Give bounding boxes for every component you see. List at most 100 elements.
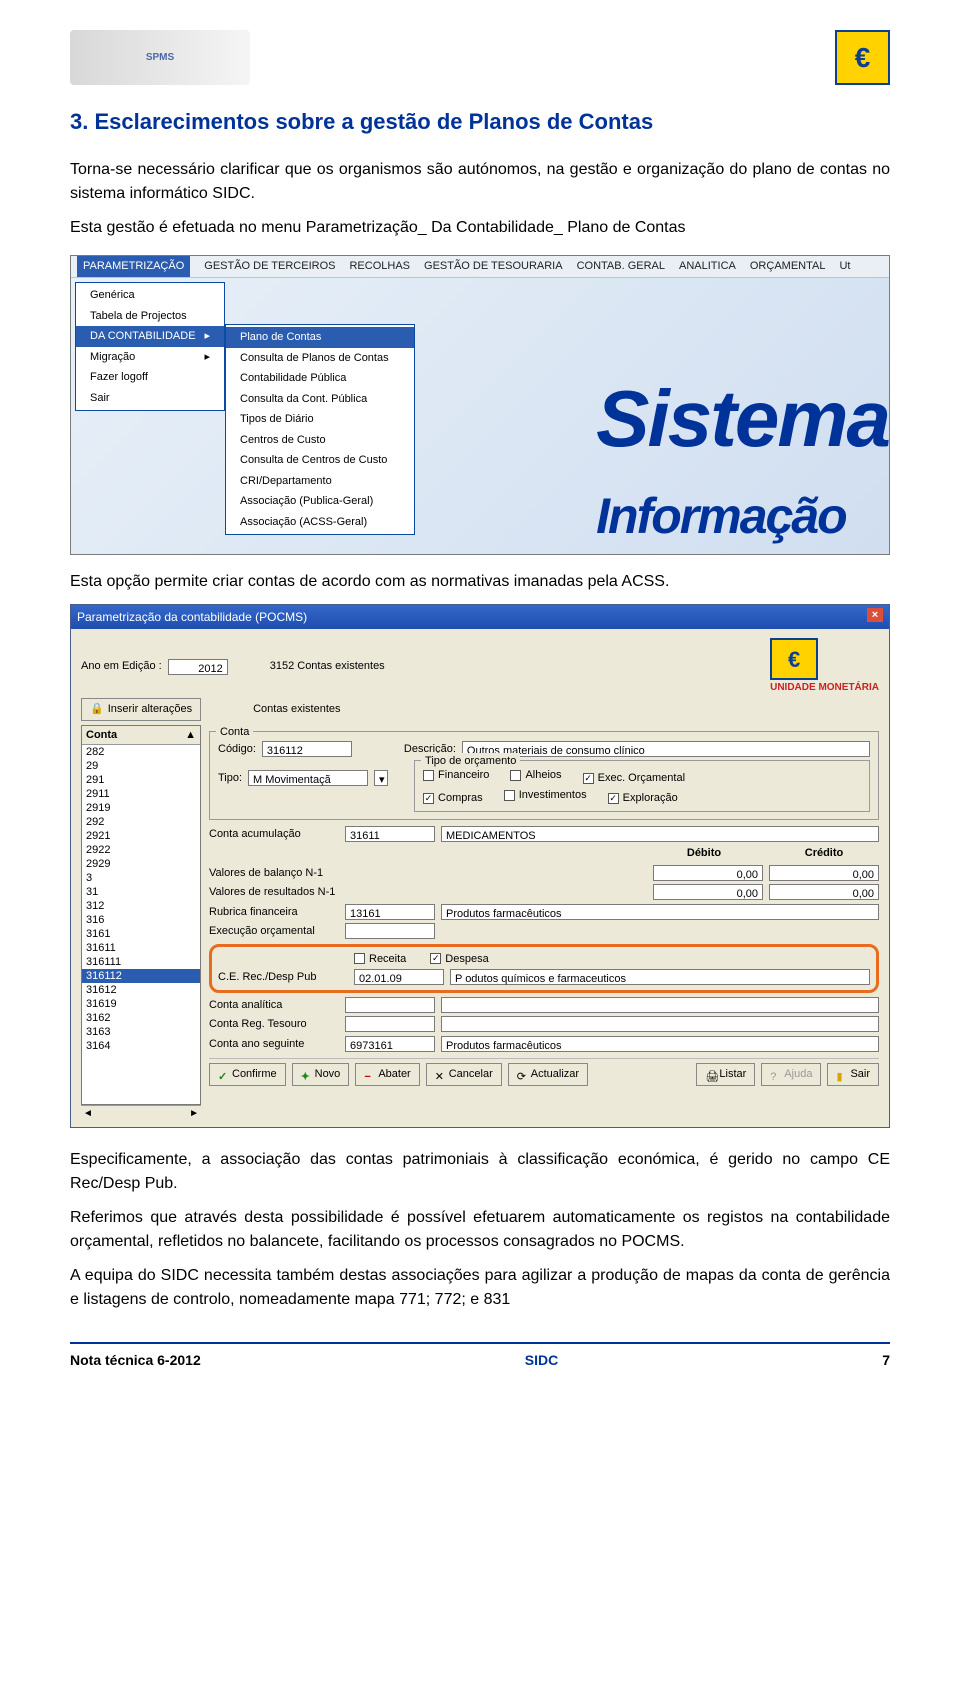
ano-label: Ano em Edição : bbox=[81, 658, 162, 675]
conta-list-item[interactable]: 3163 bbox=[82, 1025, 200, 1039]
conta-list-item[interactable]: 316112 bbox=[82, 969, 200, 983]
novo-button[interactable]: ✦Novo bbox=[292, 1063, 350, 1086]
abater-button[interactable]: −Abater bbox=[355, 1063, 419, 1086]
menu-item[interactable]: Genérica bbox=[76, 285, 224, 306]
footer-right: 7 bbox=[882, 1350, 890, 1371]
conta-list-item[interactable]: 2911 bbox=[82, 787, 200, 801]
sidc-logo: € bbox=[835, 30, 890, 85]
chk-despesa[interactable]: ✓Despesa bbox=[430, 951, 488, 968]
conta-list-item[interactable]: 3161 bbox=[82, 927, 200, 941]
confirme-button[interactable]: ✓Confirme bbox=[209, 1063, 286, 1086]
val-balanco-credito[interactable]: 0,00 bbox=[769, 865, 879, 881]
menu-item[interactable]: Plano de Contas bbox=[226, 327, 414, 348]
topmenu-item[interactable]: GESTÃO DE TESOURARIA bbox=[424, 258, 563, 275]
conta-group: Conta Código: 316112 Descrição: Outros m… bbox=[209, 731, 879, 820]
chk-compras[interactable]: ✓Compras bbox=[423, 790, 483, 807]
exec-orc-input[interactable] bbox=[345, 923, 435, 939]
conta-list-item[interactable]: 29 bbox=[82, 759, 200, 773]
debit-credit-header: DébitoCrédito bbox=[649, 845, 879, 862]
conta-ano-seg-label: Conta ano seguinte bbox=[209, 1036, 339, 1053]
menu-item[interactable]: Associação (Publica-Geral) bbox=[226, 491, 414, 512]
actualizar-button[interactable]: ⟳Actualizar bbox=[508, 1063, 588, 1086]
val-resultados-label: Valores de resultados N-1 bbox=[209, 884, 339, 901]
chk-exploracao[interactable]: ✓Exploração bbox=[608, 790, 678, 807]
descricao-input[interactable]: Outros materiais de consumo clínico bbox=[462, 741, 870, 757]
conta-list-item[interactable]: 3162 bbox=[82, 1011, 200, 1025]
conta-analitica-label: Conta analítica bbox=[209, 997, 339, 1014]
listar-button[interactable]: 🖨Listar bbox=[696, 1063, 755, 1086]
conta-analitica-desc bbox=[441, 997, 879, 1013]
conta-acum-label: Conta acumulação bbox=[209, 826, 339, 843]
val-res-debito[interactable]: 0,00 bbox=[653, 884, 763, 900]
conta-list-item[interactable]: 31612 bbox=[82, 983, 200, 997]
page-header: SPMS € bbox=[70, 30, 890, 85]
codigo-input[interactable]: 316112 bbox=[262, 741, 352, 757]
conta-list-item[interactable]: 312 bbox=[82, 899, 200, 913]
conta-list-item[interactable]: 282 bbox=[82, 745, 200, 759]
conta-list-item[interactable]: 3 bbox=[82, 871, 200, 885]
conta-list-item[interactable]: 3164 bbox=[82, 1039, 200, 1053]
menu-item[interactable]: Consulta de Centros de Custo bbox=[226, 450, 414, 471]
chk-exec-orcamental[interactable]: ✓Exec. Orçamental bbox=[583, 770, 685, 787]
dropdown-icon[interactable]: ▾ bbox=[374, 770, 388, 786]
screenshot-form: Parametrização da contabilidade (POCMS) … bbox=[70, 604, 890, 1128]
menu-item[interactable]: Centros de Custo bbox=[226, 430, 414, 451]
ce-label: C.E. Rec./Desp Pub bbox=[218, 969, 348, 986]
conta-analitica-input[interactable] bbox=[345, 997, 435, 1013]
conta-reg-tesouro-label: Conta Reg. Tesouro bbox=[209, 1016, 339, 1033]
val-balanco-debito[interactable]: 0,00 bbox=[653, 865, 763, 881]
menu-item[interactable]: Consulta da Cont. Pública bbox=[226, 389, 414, 410]
menu-item[interactable]: Consulta de Planos de Contas bbox=[226, 348, 414, 369]
conta-acum-input[interactable]: 31611 bbox=[345, 826, 435, 842]
tipo-input[interactable]: M Movimentaçã bbox=[248, 770, 368, 786]
menu-item[interactable]: Associação (ACSS-Geral) bbox=[226, 512, 414, 533]
conta-reg-input[interactable] bbox=[345, 1016, 435, 1032]
chk-receita[interactable]: Receita bbox=[354, 951, 406, 968]
conta-list-item[interactable]: 31619 bbox=[82, 997, 200, 1011]
menu-item[interactable]: Migração▸ bbox=[76, 347, 224, 368]
topmenu-item[interactable]: PARAMETRIZAÇÃO bbox=[77, 256, 190, 277]
topmenu-item[interactable]: Ut bbox=[839, 258, 850, 275]
topmenu-item[interactable]: CONTAB. GERAL bbox=[577, 258, 665, 275]
submenu-level2: Plano de ContasConsulta de Planos de Con… bbox=[225, 324, 415, 535]
conta-list-item[interactable]: 2929 bbox=[82, 857, 200, 871]
close-icon[interactable]: × bbox=[867, 608, 883, 622]
contas-listbox[interactable]: Conta ▲ 28229291291129192922921292229293… bbox=[81, 725, 201, 1105]
sair-button[interactable]: ▮Sair bbox=[827, 1063, 879, 1086]
paragraph-mapas: A equipa do SIDC necessita também destas… bbox=[70, 1264, 890, 1312]
menu-item[interactable]: Contabilidade Pública bbox=[226, 368, 414, 389]
cancelar-button[interactable]: ✕Cancelar bbox=[426, 1063, 502, 1086]
val-res-credito[interactable]: 0,00 bbox=[769, 884, 879, 900]
conta-list-item[interactable]: 292 bbox=[82, 815, 200, 829]
page-footer: Nota técnica 6-2012 SIDC 7 bbox=[70, 1342, 890, 1371]
conta-list-item[interactable]: 31611 bbox=[82, 941, 200, 955]
paragraph-pocms: Referimos que através desta possibilidad… bbox=[70, 1206, 890, 1254]
screenshot-menu: PARAMETRIZAÇÃO GESTÃO DE TERCEIROS RECOLHA… bbox=[70, 255, 890, 555]
ajuda-button[interactable]: ?Ajuda bbox=[761, 1063, 821, 1086]
ce-input[interactable]: 02.01.09 bbox=[354, 969, 444, 985]
conta-list-item[interactable]: 316111 bbox=[82, 955, 200, 969]
menu-item[interactable]: Fazer logoff bbox=[76, 367, 224, 388]
scrollbar[interactable]: ◄► bbox=[81, 1105, 201, 1119]
conta-list-item[interactable]: 2922 bbox=[82, 843, 200, 857]
topmenu-item[interactable]: GESTÃO DE TERCEIROS bbox=[204, 258, 335, 275]
menu-item[interactable]: Sair bbox=[76, 388, 224, 409]
menu-item[interactable]: Tabela de Projectos bbox=[76, 306, 224, 327]
menu-item[interactable]: DA CONTABILIDADE▸ bbox=[76, 326, 224, 347]
chk-investimentos[interactable]: Investimentos bbox=[504, 787, 587, 804]
topmenu-item[interactable]: ANALITICA bbox=[679, 258, 736, 275]
menu-item[interactable]: CRI/Departamento bbox=[226, 471, 414, 492]
conta-list-item[interactable]: 316 bbox=[82, 913, 200, 927]
topmenu-item[interactable]: ORÇAMENTAL bbox=[750, 258, 826, 275]
conta-list-item[interactable]: 2919 bbox=[82, 801, 200, 815]
conta-list-item[interactable]: 291 bbox=[82, 773, 200, 787]
ano-input[interactable]: 2012 bbox=[168, 659, 228, 675]
conta-list-item[interactable]: 31 bbox=[82, 885, 200, 899]
conta-ano-seg-input[interactable]: 6973161 bbox=[345, 1036, 435, 1052]
topmenu-item[interactable]: RECOLHAS bbox=[349, 258, 410, 275]
rubrica-fin-input[interactable]: 13161 bbox=[345, 904, 435, 920]
insert-button[interactable]: 🔒 Inserir alterações bbox=[81, 698, 201, 721]
conta-list-item[interactable]: 2921 bbox=[82, 829, 200, 843]
footer-left: Nota técnica 6-2012 bbox=[70, 1350, 201, 1371]
menu-item[interactable]: Tipos de Diário bbox=[226, 409, 414, 430]
